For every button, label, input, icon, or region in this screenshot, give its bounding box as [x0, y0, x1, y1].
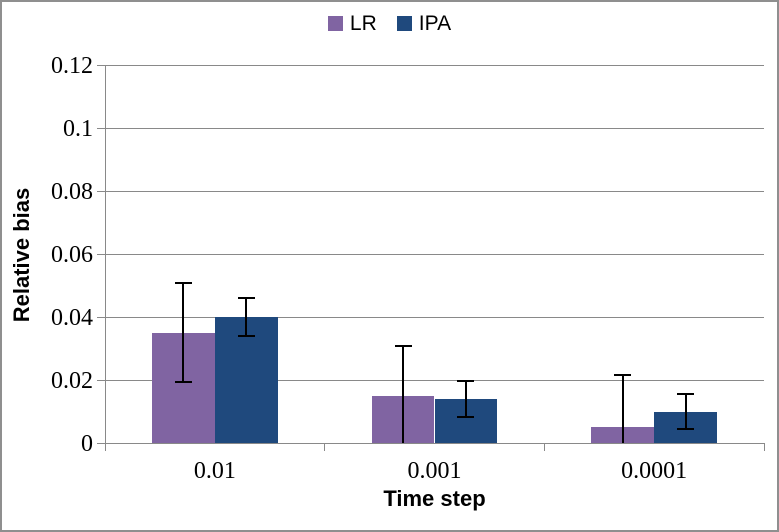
x-tick-label: 0.01	[193, 458, 236, 484]
x-axis-tick	[324, 443, 326, 451]
error-bar-line	[182, 282, 185, 384]
gridline	[105, 65, 764, 66]
error-bar-cap-bottom	[457, 415, 475, 418]
y-axis-tick	[97, 317, 105, 318]
legend-swatch-ipa	[396, 16, 412, 31]
error-bar-line	[245, 296, 248, 338]
legend-item-lr[interactable]: LR	[327, 12, 377, 35]
error-bar-cap-bottom	[174, 381, 192, 384]
error-bar-line	[684, 392, 687, 431]
error-bar-cap-bottom	[677, 428, 695, 431]
error-bar-cap-top	[394, 345, 412, 348]
legend-label-lr: LR	[349, 12, 377, 35]
x-tick-label: 0.001	[407, 458, 462, 484]
error-bar-cap-top	[174, 282, 192, 285]
y-tick-label: 0.04	[51, 305, 93, 331]
x-axis-title: Time step	[383, 486, 486, 511]
gridline	[105, 128, 764, 129]
y-tick-label: 0	[81, 431, 93, 457]
gridline	[105, 191, 764, 192]
gridline	[105, 254, 764, 255]
gridline	[105, 380, 764, 381]
y-tick-label: 0.06	[51, 242, 93, 268]
error-bar-line	[464, 380, 467, 418]
error-bar-line	[402, 345, 405, 443]
y-axis-tick	[97, 191, 105, 192]
x-axis-line	[97, 443, 764, 444]
legend: LR IPA	[0, 13, 779, 34]
gridline	[105, 317, 764, 318]
error-bar-cap-top	[237, 296, 255, 299]
bar-ipa-0.01[interactable]	[214, 317, 278, 443]
error-bar-cap-top	[614, 373, 632, 376]
y-tick-label: 0.08	[51, 179, 93, 205]
error-bar-cap-top	[677, 392, 695, 395]
error-bar-cap-bottom	[237, 335, 255, 338]
x-tick-label: 0.0001	[621, 458, 688, 484]
y-axis-tick	[97, 380, 105, 381]
y-tick-label: 0.12	[51, 53, 93, 79]
legend-label-ipa: IPA	[418, 12, 452, 35]
error-bar-line	[621, 373, 624, 443]
y-axis-tick	[97, 65, 105, 66]
legend-swatch-lr	[327, 16, 343, 31]
y-tick-label: 0.1	[63, 116, 93, 142]
y-axis-line	[105, 65, 106, 451]
legend-item-ipa[interactable]: IPA	[396, 12, 452, 35]
x-axis-tick	[543, 443, 545, 451]
error-bar-cap-top	[457, 380, 475, 382]
y-axis-tick	[97, 128, 105, 129]
y-axis-tick	[97, 254, 105, 255]
y-tick-label: 0.02	[51, 368, 93, 394]
x-axis-tick	[763, 443, 765, 451]
